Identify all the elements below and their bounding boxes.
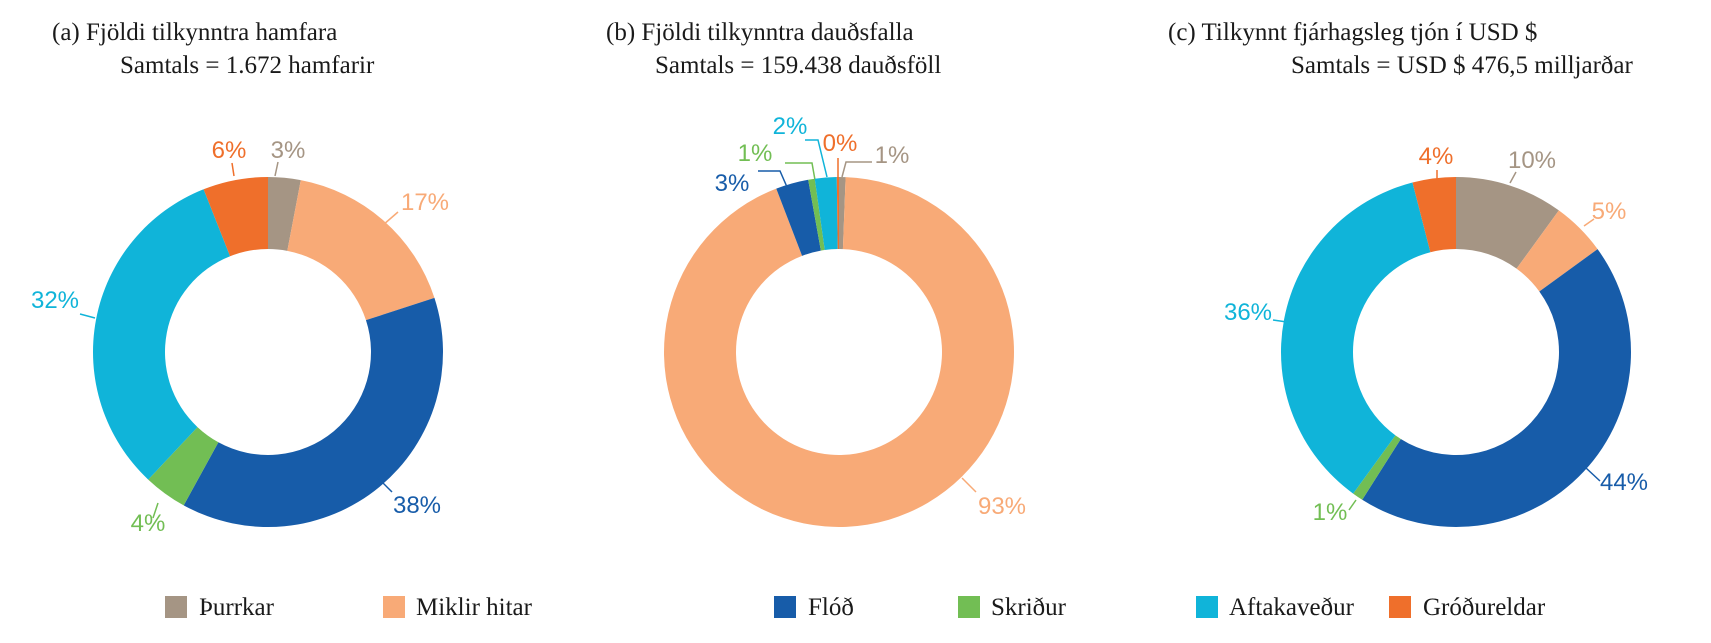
slice-skridur bbox=[1353, 435, 1401, 500]
legend-label-aftakavedur: Aftakaveður bbox=[1229, 594, 1355, 621]
legend-swatch-aftakavedur bbox=[1196, 596, 1218, 618]
chart-b-title: (b) Fjöldi tilkynntra dauðsfalla bbox=[606, 19, 914, 46]
slice-grodureldar bbox=[836, 177, 839, 250]
slice-label-grodureldar: 6% bbox=[212, 137, 247, 164]
slice-skridur bbox=[808, 178, 825, 251]
slice-grodureldar bbox=[1412, 177, 1456, 253]
chart-a-subtitle: Samtals = 1.672 hamfarir bbox=[120, 52, 375, 79]
chart-b-slices: 1%93%3%1%2%0% bbox=[663, 113, 1026, 527]
leader-line-miklir-hitar bbox=[1583, 218, 1595, 227]
slice-label-skridur: 4% bbox=[131, 510, 166, 537]
leader-line-flod bbox=[377, 477, 393, 493]
slice-thurrkar bbox=[1456, 177, 1559, 269]
slice-label-thurrkar: 3% bbox=[271, 137, 306, 164]
legend-label-miklir-hitar: Miklir hitar bbox=[416, 594, 533, 621]
chart-c-slices: 10% 5% 44% 1% 36% 4% bbox=[1224, 143, 1648, 527]
leader-line-skridur bbox=[1348, 499, 1357, 511]
slice-label-skridur: 1% bbox=[1313, 499, 1348, 526]
slice-label-grodureldar: 0% bbox=[823, 130, 858, 157]
slice-aftakavedur bbox=[1280, 182, 1431, 494]
slice-label-aftakavedur: 36% bbox=[1224, 299, 1272, 326]
leader-line-miklir-hitar bbox=[961, 477, 977, 493]
legend-label-grodureldar: Gróðureldar bbox=[1423, 594, 1546, 621]
leader-line-grodureldar bbox=[231, 162, 235, 177]
chart-c: (c) Tilkynnt fjárhagsleg tjón í USD $ Sa… bbox=[1168, 19, 1648, 527]
slice-label-thurrkar: 10% bbox=[1508, 147, 1556, 174]
slice-grodureldar bbox=[203, 177, 268, 257]
slice-flod bbox=[776, 179, 821, 256]
leader-line-skridur bbox=[152, 502, 159, 519]
legend-swatch-flod bbox=[774, 596, 796, 618]
slice-label-flod: 38% bbox=[393, 492, 441, 519]
legend-swatch-thurrkar bbox=[165, 596, 187, 618]
leader-line-miklir-hitar bbox=[382, 211, 399, 226]
slice-label-thurrkar: 1% bbox=[875, 142, 910, 169]
chart-b-subtitle: Samtals = 159.438 dauðsföll bbox=[655, 52, 941, 79]
slice-aftakavedur bbox=[814, 177, 838, 250]
legend-label-thurrkar: Þurrkar bbox=[199, 594, 275, 621]
slice-label-aftakavedur: 32% bbox=[31, 287, 79, 314]
slice-label-miklir-hitar: 93% bbox=[978, 493, 1026, 520]
legend-swatch-grodureldar bbox=[1389, 596, 1411, 618]
leader-line-thurrkar bbox=[274, 161, 279, 177]
slice-miklir-hitar bbox=[287, 180, 435, 321]
leader-line-flod bbox=[758, 170, 788, 188]
leader-line-flod bbox=[1585, 467, 1601, 482]
chart-a: (a) Fjöldi tilkynntra hamfara Samtals = … bbox=[31, 19, 449, 537]
slice-label-flod: 44% bbox=[1600, 469, 1648, 496]
leader-line-skridur bbox=[785, 162, 816, 181]
legend-label-flod: Flóð bbox=[808, 594, 854, 621]
leader-line-aftakavedur bbox=[1272, 319, 1288, 323]
chart-c-subtitle: Samtals = USD $ 476,5 milljarðar bbox=[1291, 52, 1634, 79]
legend-swatch-skridur bbox=[958, 596, 980, 618]
slice-label-flod: 3% bbox=[715, 170, 750, 197]
slice-skridur bbox=[148, 427, 219, 506]
slice-miklir-hitar bbox=[1516, 210, 1598, 292]
slice-thurrkar bbox=[839, 177, 846, 250]
legend-swatch-miklir-hitar bbox=[383, 596, 405, 618]
slice-thurrkar bbox=[268, 177, 301, 251]
chart-c-title: (c) Tilkynnt fjárhagsleg tjón í USD $ bbox=[1168, 19, 1537, 46]
slice-miklir-hitar bbox=[663, 177, 1014, 527]
slice-flod bbox=[183, 297, 443, 527]
slice-flod bbox=[1362, 249, 1631, 527]
leader-line-aftakavedur bbox=[79, 313, 96, 319]
chart-b: (b) Fjöldi tilkynntra dauðsfalla Samtals… bbox=[606, 19, 1026, 527]
legend-label-skridur: Skriður bbox=[991, 594, 1067, 621]
legend: Þurrkar Miklir hitar Flóð Skriður Aftaka… bbox=[165, 594, 1546, 621]
leader-line-aftakavedur bbox=[805, 139, 828, 178]
slice-label-miklir-hitar: 17% bbox=[401, 189, 449, 216]
chart-a-slices: 3% 17% 38% 4% 32% 6% bbox=[31, 137, 449, 537]
chart-a-title: (a) Fjöldi tilkynntra hamfara bbox=[52, 19, 337, 46]
leader-line-thurrkar bbox=[1509, 171, 1517, 184]
slice-label-aftakavedur: 2% bbox=[773, 113, 808, 140]
slice-label-miklir-hitar: 5% bbox=[1592, 198, 1627, 225]
slice-aftakavedur bbox=[92, 189, 231, 480]
slice-label-skridur: 1% bbox=[738, 140, 773, 167]
leader-line-thurrkar bbox=[841, 161, 872, 178]
slice-label-grodureldar: 4% bbox=[1419, 143, 1454, 170]
